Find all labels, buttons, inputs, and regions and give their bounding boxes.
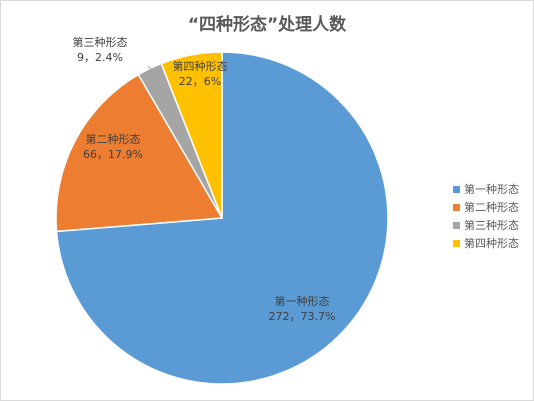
legend-swatch (453, 203, 460, 211)
legend-swatch (453, 239, 460, 247)
slice-category-label: 第四种形态 (173, 59, 228, 73)
pie-slice-2 (55, 73, 224, 233)
legend-label: 第一种形态 (464, 183, 519, 196)
slice-value-label: 272，73.7% (269, 310, 336, 323)
legend-item: 第三种形态 (453, 216, 519, 234)
slice-value-label: 22，6% (179, 75, 221, 88)
legend-label: 第四种形态 (464, 237, 519, 250)
legend-label: 第三种形态 (464, 219, 519, 232)
legend-item: 第四种形态 (453, 234, 519, 252)
pie-slice-4 (160, 51, 223, 219)
legend-swatch (453, 221, 460, 229)
legend-label: 第二种形态 (464, 201, 519, 214)
slice-category-label: 第三种形态 (73, 35, 128, 49)
legend-item: 第一种形态 (453, 180, 519, 198)
legend-item: 第二种形态 (453, 198, 519, 216)
leader-line (147, 65, 156, 74)
slice-value-label: 9，2.4% (77, 51, 123, 64)
slice-category-label: 第二种形态 (86, 132, 141, 146)
chart-title: “四种形态”处理人数 (187, 15, 347, 35)
slice-category-label: 第一种形态 (275, 294, 330, 308)
legend-swatch (453, 185, 460, 193)
slice-value-label: 66，17.9% (83, 148, 143, 161)
legend: 第一种形态第二种形态第三种形态第四种形态 (453, 180, 519, 252)
